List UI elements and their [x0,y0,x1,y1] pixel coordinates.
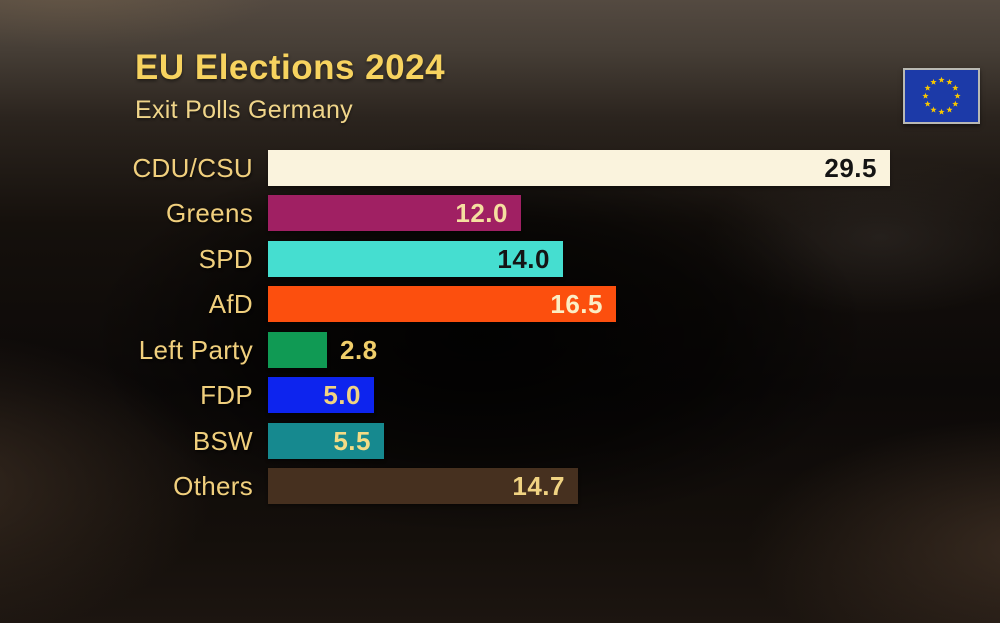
eu-flag-star [930,78,937,85]
bar-row: SPD 14.0 [0,241,1000,277]
bar-row: CDU/CSU 29.5 [0,150,1000,186]
bar-row: Left Party 2.8 [0,332,1000,368]
bar-label: FDP [200,380,253,410]
eu-flag-star [938,108,945,115]
bar-row: BSW 5.5 [0,423,1000,459]
bar-label: AfD [208,289,253,319]
eu-flag-star [930,106,937,113]
bar-value: 14.7 [512,471,565,501]
eu-flag-star [938,76,945,83]
eu-flag-star [924,100,931,107]
eu-flag-star [952,84,959,91]
bar-row: Others 14.7 [0,468,1000,504]
eu-flag-star [924,84,931,91]
bar-value: 29.5 [824,153,877,183]
bar-label: CDU/CSU [132,153,253,183]
bar-row: FDP 5.0 [0,377,1000,413]
bar-value: 5.5 [333,426,371,456]
bar-value: 14.0 [497,244,550,274]
bar-label: BSW [192,426,253,456]
bar-row: AfD 16.5 [0,286,1000,322]
eu-flag-star [946,78,953,85]
bar-label: Others [173,471,253,501]
bar [268,468,578,504]
page-title: EU Elections 2024 [135,48,446,87]
bar [268,423,384,459]
bar-label: SPD [198,244,253,274]
bar [268,150,890,186]
bar-value: 16.5 [550,289,603,319]
eu-flag-star [954,92,961,99]
bar-label: Left Party [138,335,253,365]
eu-flag-stars [905,70,978,122]
bar [268,241,563,277]
eu-flag-star [922,92,929,99]
eu-flag-star [946,106,953,113]
eu-flag-star [952,100,959,107]
eu-flag [903,68,980,124]
page-subtitle: Exit Polls Germany [135,96,353,124]
bar-row: Greens 12.0 [0,195,1000,231]
bar [268,286,616,322]
bar-chart: CDU/CSU 29.5 Greens 12.0 SPD 14.0 AfD 16… [0,150,1000,570]
bar-value: 5.0 [323,380,361,410]
bar [268,332,327,368]
bar-value: 2.8 [340,335,378,365]
bar [268,377,374,413]
bar-label: Greens [165,198,253,228]
eu-flag-star-group [922,76,961,115]
bar [268,195,521,231]
bar-value: 12.0 [455,198,508,228]
